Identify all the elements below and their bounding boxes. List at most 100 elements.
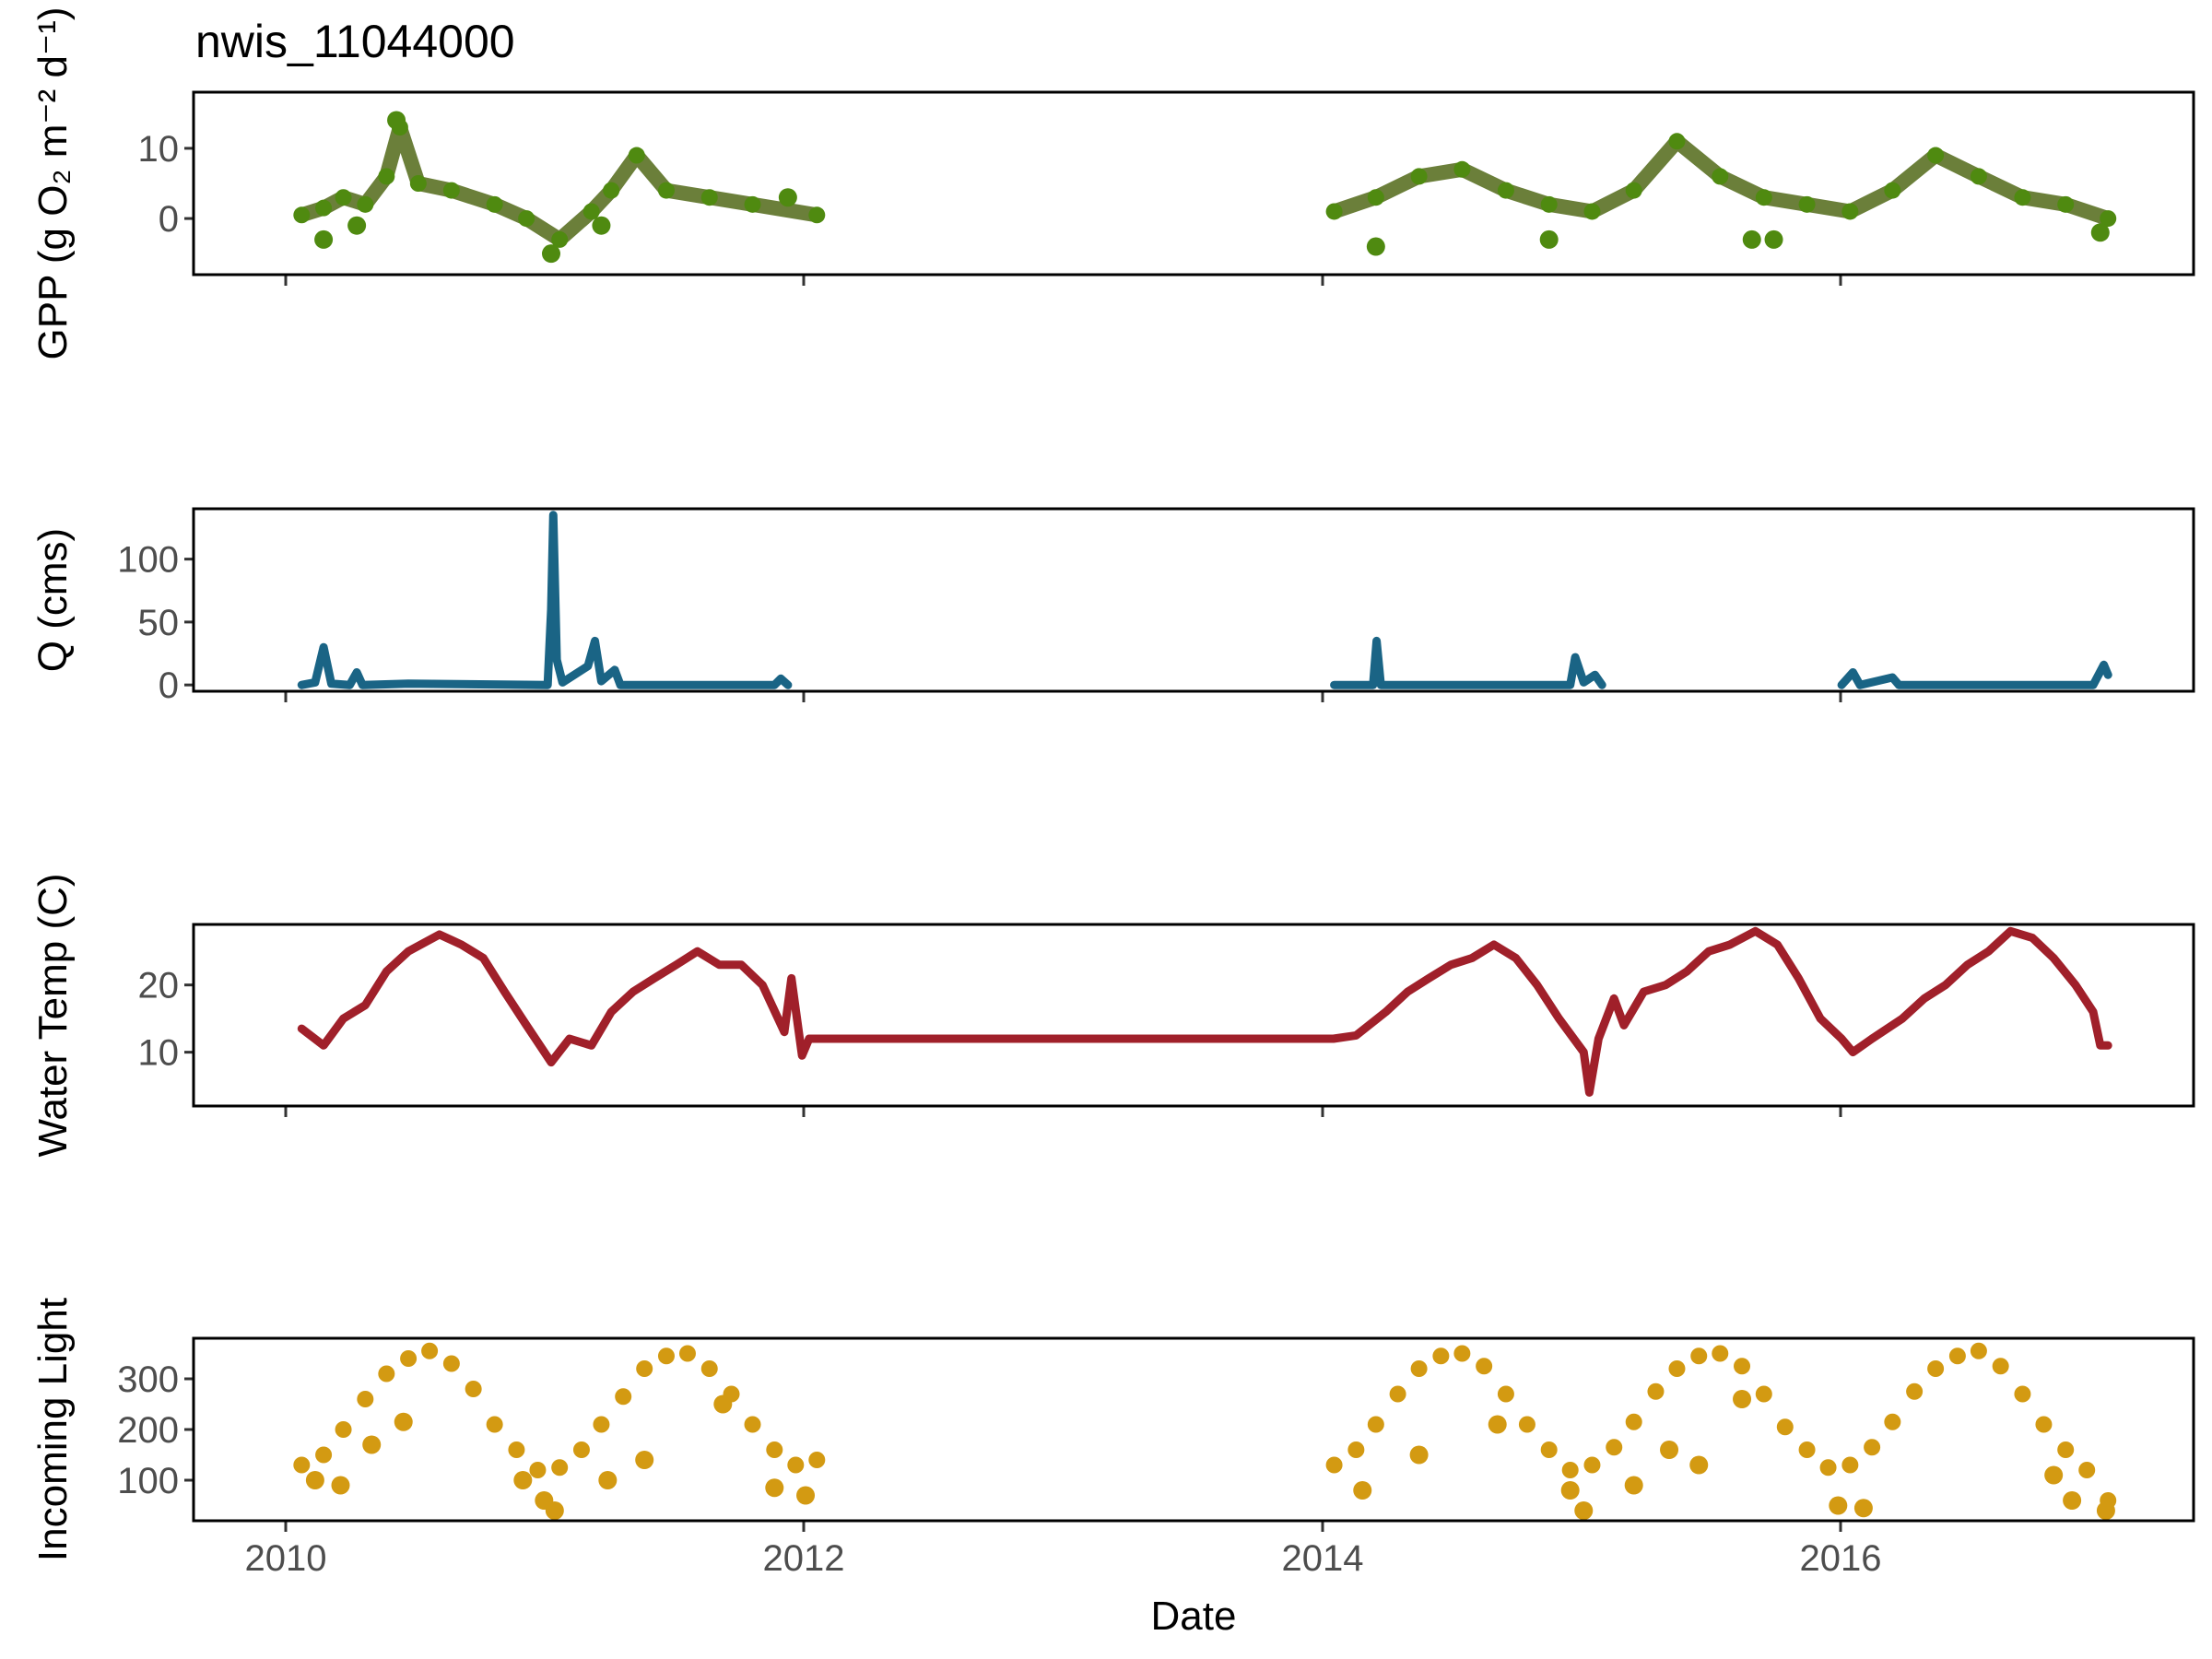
- gpp-point: [518, 210, 535, 228]
- light-y-tick-label: 100: [117, 1461, 179, 1501]
- light-point: [1733, 1390, 1752, 1408]
- light-point: [394, 1412, 413, 1431]
- gpp-point: [347, 216, 367, 235]
- light-point: [1668, 1360, 1686, 1377]
- light-point: [1540, 1441, 1558, 1458]
- temp-panel-frame: [192, 923, 2195, 1108]
- x-tick-label: 2012: [763, 1538, 845, 1579]
- gpp-series-line: [294, 120, 825, 247]
- light-point: [1574, 1501, 1594, 1520]
- gpp-point: [551, 230, 569, 248]
- gpp-point: [1497, 182, 1514, 199]
- gpp-point: [315, 199, 333, 217]
- light-point: [1776, 1418, 1794, 1436]
- light-point: [1992, 1358, 2009, 1375]
- temp-y-axis-title: Water Temp (C): [30, 873, 76, 1157]
- light-point: [615, 1388, 632, 1406]
- gpp-point: [700, 189, 718, 206]
- light-point: [808, 1452, 826, 1468]
- light-point: [2096, 1501, 2115, 1520]
- q-panel-frame: [192, 507, 2195, 693]
- light-y-axis-title: Incoming Light: [30, 1298, 76, 1561]
- light-point: [442, 1355, 460, 1372]
- light-point: [2057, 1441, 2075, 1458]
- gpp-point: [2014, 189, 2031, 206]
- chart-panels: GPP (g O₂ m⁻² d⁻¹) 0 10 Q (cms) 0 50 100 Water …: [30, 7, 2195, 1579]
- light-point: [1970, 1342, 1987, 1359]
- q-series-line: [297, 511, 793, 689]
- light-point: [1409, 1445, 1429, 1465]
- light-point: [1841, 1456, 1859, 1474]
- gpp-point: [2090, 223, 2110, 242]
- panel-light: Incoming Light 100 200 300 2010 2012 2014 2016: [30, 1298, 2195, 1579]
- light-point: [1432, 1347, 1450, 1365]
- panel-q: Q (cms) 0 50 100: [30, 507, 2195, 706]
- light-point: [362, 1435, 382, 1454]
- gpp-point: [1367, 189, 1384, 206]
- light-point: [1367, 1416, 1384, 1433]
- light-point: [513, 1471, 533, 1489]
- light-panel-frame: [192, 1336, 2195, 1523]
- gpp-y-axis-title: GPP (g O₂ m⁻² d⁻¹): [30, 7, 76, 360]
- x-axis-title: Date: [1151, 1594, 1237, 1639]
- panel-temp: Water Temp (C) 10 20: [30, 873, 2195, 1158]
- light-point: [765, 1478, 784, 1498]
- light-point: [421, 1342, 439, 1359]
- light-point: [1819, 1459, 1837, 1477]
- gpp-y-tick-label: 0: [159, 199, 179, 240]
- gpp-point: [1742, 229, 1761, 249]
- light-point: [1488, 1415, 1507, 1434]
- gpp-point: [1583, 203, 1601, 220]
- light-point: [787, 1456, 805, 1474]
- q-y-axis-title: Q (cms): [30, 528, 76, 672]
- light-point: [1864, 1439, 1881, 1456]
- gpp-point: [744, 195, 761, 213]
- light-point: [700, 1360, 718, 1377]
- light-point: [529, 1462, 547, 1478]
- light-point: [744, 1416, 761, 1433]
- gpp-point: [1668, 133, 1686, 150]
- light-point: [657, 1347, 675, 1365]
- light-point: [796, 1486, 816, 1505]
- light-point: [598, 1471, 618, 1489]
- gpp-point: [1366, 237, 1385, 256]
- light-point: [400, 1350, 418, 1367]
- light-point: [2063, 1491, 2082, 1510]
- q-series-line: [1837, 660, 2112, 689]
- gpp-point: [778, 188, 797, 207]
- gpp-point: [1755, 189, 1772, 206]
- light-point: [1853, 1499, 1873, 1518]
- light-point: [335, 1421, 352, 1438]
- temp-y-tick-label: 20: [138, 966, 180, 1006]
- light-point: [315, 1446, 333, 1464]
- light-point: [2035, 1416, 2053, 1433]
- light-point: [1660, 1441, 1679, 1459]
- gpp-point: [1798, 195, 1816, 213]
- light-point: [1884, 1413, 1901, 1430]
- light-point: [293, 1456, 311, 1474]
- q-y-tick-label: 50: [138, 603, 180, 643]
- light-point: [486, 1416, 503, 1433]
- light-point: [1606, 1439, 1623, 1456]
- light-point: [1497, 1385, 1514, 1403]
- light-point: [2044, 1465, 2064, 1485]
- light-point: [1927, 1360, 1945, 1377]
- light-point: [357, 1391, 374, 1407]
- light-point: [1560, 1481, 1580, 1500]
- light-point: [1561, 1462, 1579, 1478]
- light-point: [1712, 1345, 1729, 1362]
- q-series-line: [1330, 636, 1606, 689]
- gpp-point: [1841, 203, 1859, 220]
- light-point: [713, 1394, 733, 1414]
- gpp-point: [387, 111, 406, 130]
- gpp-point: [1712, 168, 1729, 185]
- light-point: [1829, 1496, 1848, 1515]
- light-point: [635, 1451, 654, 1469]
- gpp-point: [1453, 160, 1471, 178]
- gpp-point: [582, 203, 600, 220]
- light-point: [2078, 1462, 2096, 1478]
- temp-series-line: [297, 926, 2112, 1097]
- gpp-point: [1625, 182, 1642, 199]
- gpp-point: [592, 216, 611, 235]
